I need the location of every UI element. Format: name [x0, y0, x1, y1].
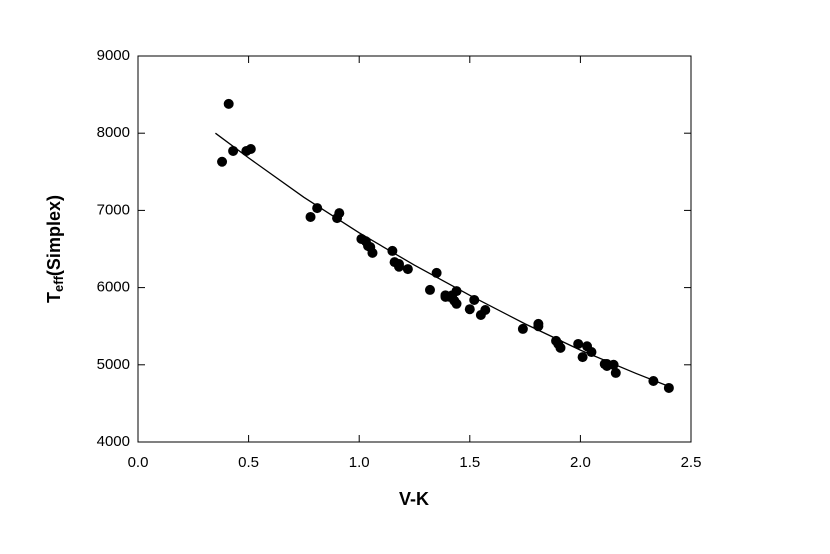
point: [424, 284, 435, 295]
y-title-sub: eff: [51, 275, 66, 292]
point: [464, 304, 475, 315]
point: [533, 318, 544, 329]
point: [577, 352, 588, 363]
y-tick-label: 4000: [97, 433, 130, 450]
point: [610, 367, 621, 378]
point: [555, 342, 566, 353]
point: [586, 347, 597, 358]
point: [394, 261, 405, 272]
x-tick-label: 1.5: [459, 454, 480, 471]
x-axis-title: V-K: [399, 489, 429, 509]
point: [573, 338, 584, 349]
plot-frame: [137, 55, 692, 443]
y-tick-label: 6000: [97, 279, 130, 296]
point: [451, 286, 462, 297]
y-tick-label: 5000: [97, 356, 130, 373]
point: [223, 98, 234, 109]
x-tick-label: 2.5: [681, 454, 702, 471]
y-axis-title: Teff(Simplex): [44, 195, 67, 303]
point: [228, 145, 239, 156]
y-title-main: T: [44, 292, 64, 303]
x-tick-label: 1.0: [349, 454, 370, 471]
point: [431, 267, 442, 278]
x-tick-label: 0.0: [128, 454, 149, 471]
point: [608, 359, 619, 370]
x-tick-label: 0.5: [238, 454, 259, 471]
point: [367, 247, 378, 258]
point: [451, 298, 462, 309]
x-tick-label: 2.0: [570, 454, 591, 471]
point: [305, 211, 316, 222]
y-title-rest: (Simplex): [44, 195, 64, 276]
point: [663, 382, 674, 393]
fit-curve: [215, 132, 670, 388]
y-tick-label: 9000: [97, 47, 130, 64]
point: [334, 208, 345, 219]
point: [480, 304, 491, 315]
point: [517, 323, 528, 334]
point: [217, 156, 228, 167]
y-tick-label: 8000: [97, 124, 130, 141]
y-tick-label: 7000: [97, 201, 130, 218]
point: [387, 245, 398, 256]
point: [469, 294, 480, 305]
point: [245, 144, 256, 155]
point: [312, 203, 323, 214]
point: [648, 376, 659, 387]
point: [402, 264, 413, 275]
